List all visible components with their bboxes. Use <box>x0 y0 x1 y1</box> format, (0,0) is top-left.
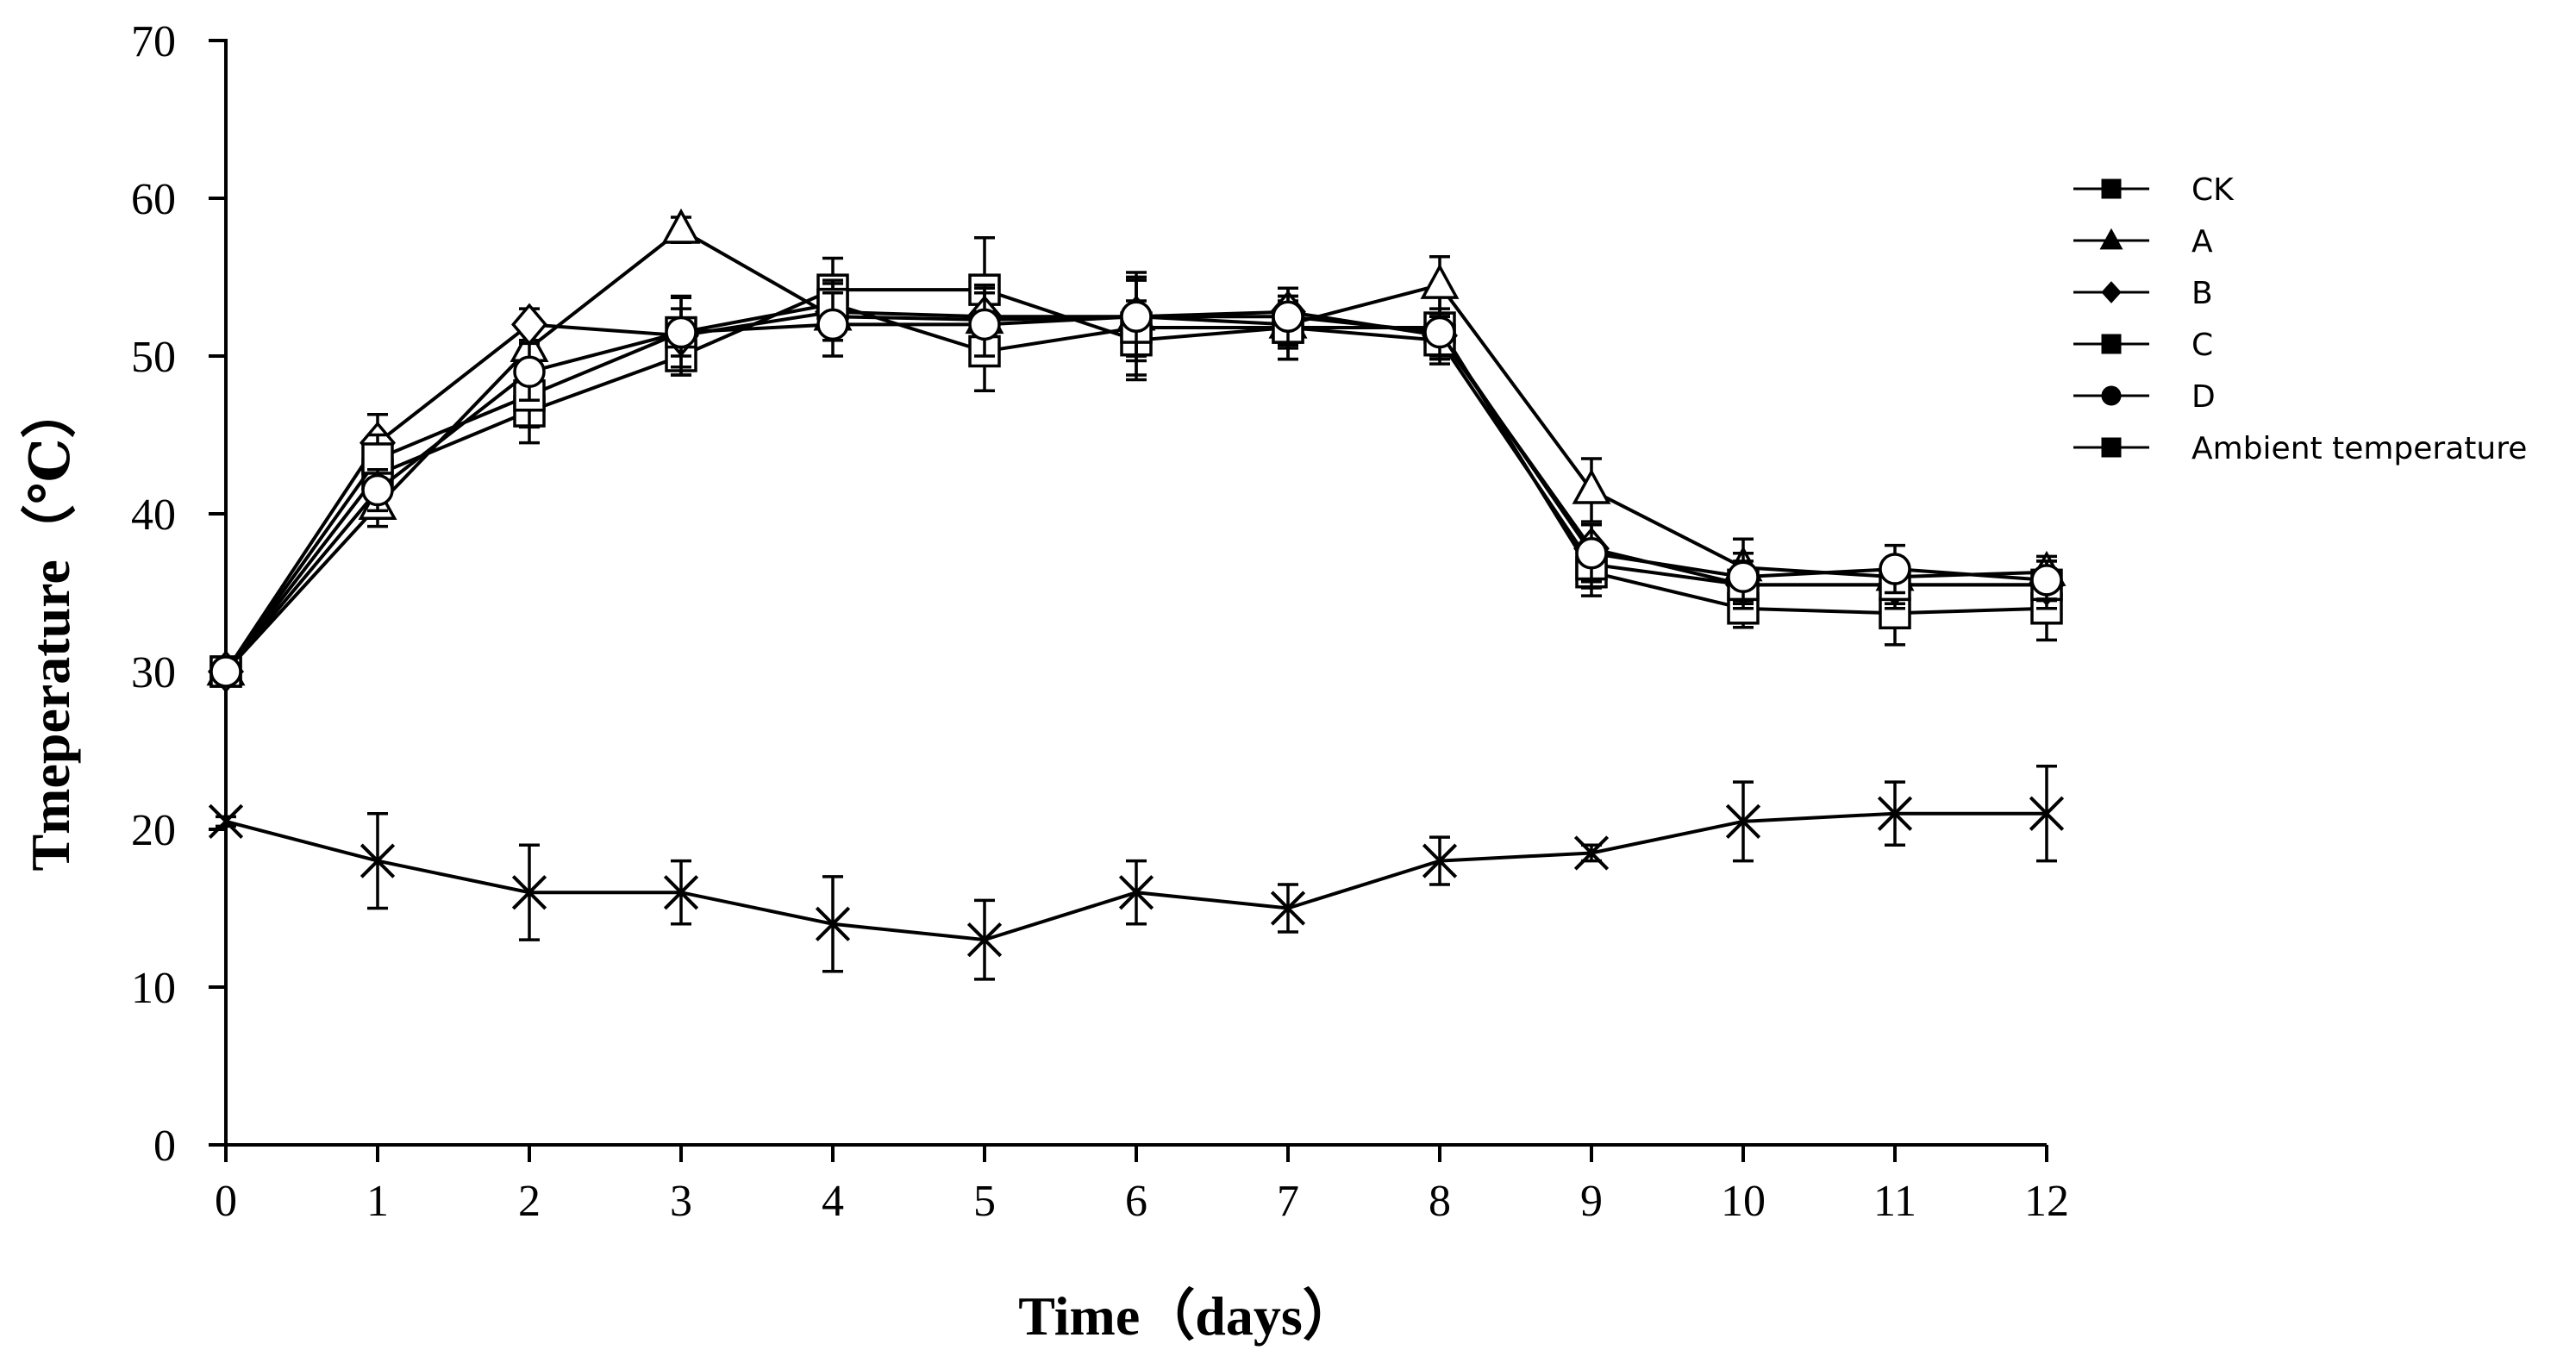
x-tick-label: 2 <box>518 1177 541 1226</box>
x-tick-label: 0 <box>215 1177 237 1226</box>
data-point <box>360 843 396 878</box>
legend-marker-icon <box>2101 334 2122 354</box>
legend-label: C <box>2191 328 2213 363</box>
legend-marker-icon <box>2101 385 2122 406</box>
y-axis-title: Tmeperature（℃） <box>20 383 81 871</box>
data-point <box>1422 843 1458 878</box>
y-ticks: 0 10 20 30 40 50 60 70 <box>131 17 226 1171</box>
data-point <box>663 875 699 910</box>
legend-marker-icon <box>2101 281 2122 303</box>
series-d <box>209 275 2063 688</box>
y-tick-label: 40 <box>131 491 176 540</box>
data-point <box>1727 560 1760 593</box>
data-point <box>1572 468 1611 504</box>
legend-label: Ambient temperature <box>2191 431 2527 466</box>
x-tick-label: 6 <box>1125 1177 1147 1226</box>
x-tick-label: 5 <box>973 1177 996 1226</box>
data-point <box>1423 316 1456 349</box>
legend-item: A <box>2073 224 2213 259</box>
legend-item: D <box>2073 379 2216 415</box>
legend-label: D <box>2191 379 2216 415</box>
x-ticks: 0 1 2 3 4 5 6 7 8 9 10 11 12 <box>215 1145 2069 1226</box>
x-tick-label: 9 <box>1580 1177 1603 1226</box>
x-tick-label: 4 <box>822 1177 844 1226</box>
data-point <box>1420 263 1460 299</box>
legend-item: B <box>2073 276 2213 311</box>
data-point <box>815 906 851 941</box>
data-point <box>1272 300 1304 333</box>
legend-marker-icon <box>2099 228 2123 250</box>
data-point <box>966 922 1003 958</box>
y-tick-label: 50 <box>131 333 176 382</box>
data-point <box>1118 875 1154 910</box>
data-point <box>2029 796 2065 831</box>
x-tick-label: 11 <box>1873 1177 1916 1226</box>
data-point <box>661 208 701 244</box>
y-tick-label: 60 <box>131 175 176 224</box>
data-point <box>1270 891 1306 926</box>
y-tick-label: 70 <box>131 17 176 66</box>
data-point <box>1879 553 1911 585</box>
y-tick-label: 10 <box>131 964 176 1013</box>
data-point <box>208 803 244 839</box>
data-point <box>1725 803 1761 839</box>
legend-item: C <box>2073 328 2213 363</box>
data-point <box>665 316 697 349</box>
legend-label: A <box>2191 224 2213 259</box>
x-tick-label: 3 <box>670 1177 692 1226</box>
y-tick-label: 20 <box>131 806 176 855</box>
legend-item: CK <box>2073 172 2235 208</box>
data-point <box>1120 300 1153 333</box>
series-group <box>206 208 2066 981</box>
data-point <box>513 355 546 389</box>
data-point <box>1575 537 1608 570</box>
x-tick-label: 7 <box>1277 1177 1299 1226</box>
x-tick-label: 10 <box>1721 1177 1766 1226</box>
legend-label: CK <box>2191 172 2235 208</box>
data-point <box>209 655 242 688</box>
legend-item: Ambient temperature <box>2073 431 2527 466</box>
x-tick-label: 8 <box>1429 1177 1451 1226</box>
x-tick-label: 1 <box>366 1177 389 1226</box>
series-ambient-temperature <box>208 765 2065 981</box>
x-axis-title: Time（days） <box>1018 1285 1358 1347</box>
legend-marker-icon <box>2101 437 2122 458</box>
y-tick-label: 30 <box>131 648 176 697</box>
data-point <box>2030 564 2063 597</box>
data-point <box>816 308 849 341</box>
data-point <box>511 875 547 910</box>
x-tick-label: 12 <box>2024 1177 2069 1226</box>
data-point <box>361 473 394 507</box>
y-tick-label: 0 <box>153 1122 176 1171</box>
legend-label: B <box>2191 276 2213 311</box>
legend-marker-icon <box>2101 178 2122 199</box>
data-point <box>968 308 1001 341</box>
axes <box>224 39 2047 1147</box>
data-point <box>1573 835 1610 871</box>
data-point <box>1877 796 1913 831</box>
